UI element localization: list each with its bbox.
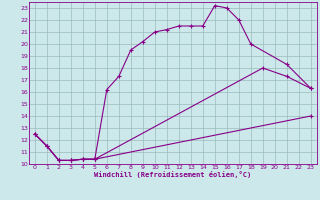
X-axis label: Windchill (Refroidissement éolien,°C): Windchill (Refroidissement éolien,°C) [94, 171, 252, 178]
